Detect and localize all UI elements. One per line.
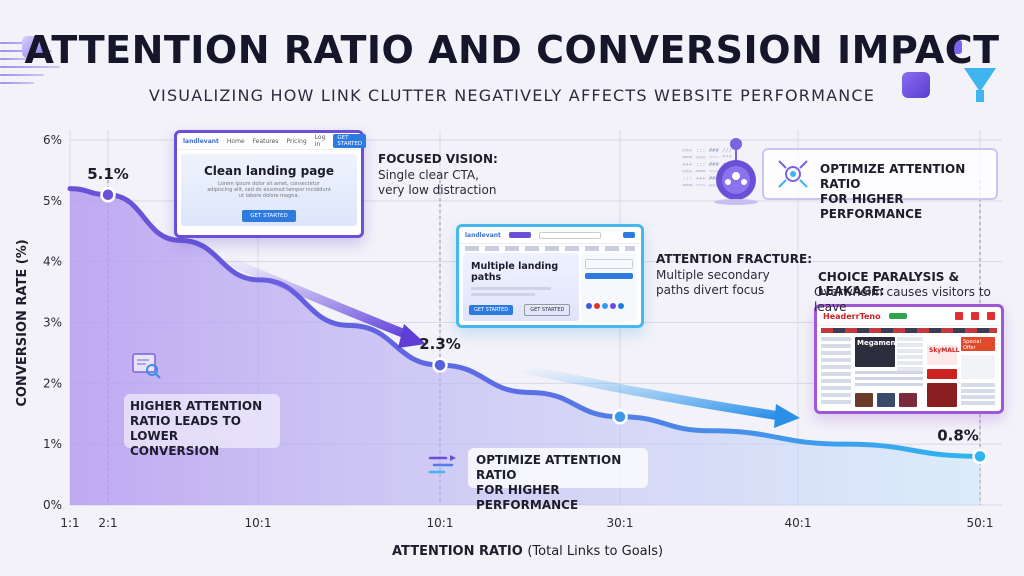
document-icon <box>902 72 930 98</box>
x-tick-label: 30:1 <box>607 516 634 530</box>
data-label: 2.3% <box>419 335 461 353</box>
mini-nav-item: Pricing <box>286 137 307 145</box>
clutter-content: Megamen SkyMALL Special Offer <box>821 337 995 409</box>
y-tick-label: 5% <box>43 194 62 208</box>
speed-lines-icon <box>428 452 458 478</box>
data-point <box>612 409 628 425</box>
decorative-code-lines <box>0 28 70 108</box>
funnel-icon <box>964 68 996 92</box>
conversion-area <box>70 188 980 505</box>
landing-cta-button: GET STARTED <box>242 210 296 222</box>
cube-icon <box>948 40 962 54</box>
arrow-head-icon <box>774 404 800 428</box>
page-subtitle: VISUALIZING HOW LINK CLUTTER NEGATIVELY … <box>148 86 876 105</box>
target-arrows-icon <box>776 158 810 190</box>
mini-cta: GET STARTED <box>333 134 367 148</box>
data-point <box>432 357 448 373</box>
focused-desc: Single clear CTA, very low distraction <box>378 168 497 197</box>
x-axis-title: ATTENTION RATIO (Total Links to Goals) <box>392 544 663 559</box>
optimize-note-bottom: OPTIMIZE ATTENTION RATIO FOR HIGHER PERF… <box>468 448 648 512</box>
y-tick-label: 6% <box>43 133 62 147</box>
data-point <box>972 448 988 465</box>
paralysis-title: CHOICE PARALYSIS & LEAKAGE: <box>818 270 960 298</box>
mini-nav-item: Log in <box>314 134 326 148</box>
x-tick-label: 50:1 <box>967 516 994 530</box>
focused-title: FOCUSED VISION: <box>378 152 498 166</box>
arrow-head-icon <box>398 324 426 348</box>
cube-icon <box>22 36 44 58</box>
higher-ratio-note: HIGHER ATTENTION RATIO LEADS TO LOWER CO… <box>124 394 280 458</box>
x-tick-label: 40:1 <box>785 516 812 530</box>
conversion-line <box>67 186 983 459</box>
landing-heading: Multiple landing paths <box>471 261 559 283</box>
clean-landing-page-thumbnail: landlevant Home Features Pricing Log in … <box>174 130 367 238</box>
mini-nav-item: Home <box>226 137 245 145</box>
y-tick-label: 1% <box>43 437 62 451</box>
y-tick-label: 4% <box>43 255 62 269</box>
mega-menu-label: Megamen <box>855 337 895 367</box>
landing-secondary-button: GET STARTED <box>524 304 571 316</box>
mini-logo: HeaderrTeno <box>823 311 881 321</box>
trend-arrow-icon <box>217 253 415 341</box>
page-title: ATTENTION RATIO AND CONVERSION IMPACT <box>24 28 1000 72</box>
mini-logo: landlevant <box>183 137 219 145</box>
y-tick-label: 2% <box>43 376 62 390</box>
landing-heading: Clean landing page <box>203 164 335 178</box>
trend-arrow-icon <box>515 363 785 421</box>
optimize-note-top: OPTIMIZE ATTENTION RATIO FOR HIGHER PERF… <box>762 148 998 221</box>
multiple-paths-landing-thumbnail: landlevant Multiple landing paths GET ST… <box>456 224 644 328</box>
mini-nav-item: Features <box>252 137 279 145</box>
y-axis-title: CONVERSION RATE (%) <box>15 239 30 406</box>
x-tick-label: 10:1 <box>245 516 272 530</box>
fracture-desc: Multiple secondary paths divert focus <box>656 268 770 297</box>
x-tick-label: 1:1 <box>60 516 79 530</box>
sidebar-widget <box>581 253 637 321</box>
y-tick-label: 3% <box>43 316 62 330</box>
landing-cta-button: GET STARTED <box>469 305 514 315</box>
x-tick-label: 10:1 <box>427 516 454 530</box>
mini-logo: landlevant <box>465 231 501 239</box>
landing-paragraph: Lorem ipsum dolor sit amet, consectetur … <box>207 181 331 199</box>
cluttered-landing-thumbnail: HeaderrTeno Megamen SkyMALL Special Offe… <box>814 304 1004 414</box>
ad-banner: SkyMALL <box>927 345 959 365</box>
data-label: 5.1% <box>87 165 129 183</box>
y-tick-label: 0% <box>43 498 62 512</box>
paralysis-desc: Overwhelm causes visitors to leave <box>814 285 991 314</box>
x-tick-label: 2:1 <box>98 516 117 530</box>
data-point <box>100 187 116 203</box>
fracture-title: ATTENTION FRACTURE: <box>656 252 813 266</box>
search-analytics-icon <box>132 352 162 380</box>
data-label: 0.8% <box>937 426 979 444</box>
decorative-funnel <box>902 30 1012 110</box>
decorative-text-stream: >>> ::: ### ///=== <<< ~~~ *** +++ ::: ##… <box>682 148 732 189</box>
special-offer-banner: Special Offer <box>961 337 995 351</box>
team-hub-icon <box>708 136 764 206</box>
